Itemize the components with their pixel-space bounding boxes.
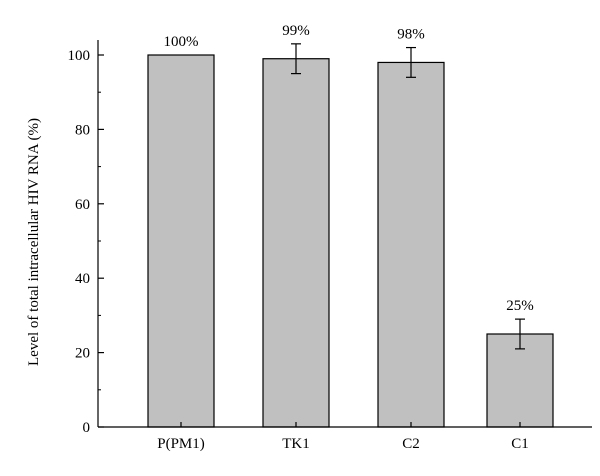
bar-0 <box>147 54 215 428</box>
x-category-label-3: C1 <box>511 436 529 452</box>
bar-2 <box>377 61 445 428</box>
x-category-label-0: P(PM1) <box>157 436 205 452</box>
y-tick-label-5: 100 <box>68 48 91 64</box>
plot-area: 100% 99% 98% 25% 0 20 40 60 80 100 P(PM1) TK1 C2 C1 <box>68 23 592 452</box>
y-axis-title: Level of total intracellular HIV RNA (%) <box>26 118 42 366</box>
data-label-0: 100% <box>164 34 199 50</box>
data-label-2: 98% <box>397 27 425 43</box>
x-category-label-1: TK1 <box>282 436 310 452</box>
bar-3 <box>486 333 554 428</box>
data-label-3: 25% <box>506 298 534 314</box>
bar-1 <box>262 58 330 428</box>
data-label-1: 99% <box>282 23 310 39</box>
y-tick-label-4: 80 <box>75 122 90 138</box>
y-tick-label-0: 0 <box>83 420 91 436</box>
y-tick-label-1: 20 <box>75 346 90 362</box>
y-tick-label-2: 40 <box>75 271 90 287</box>
y-tick-label-3: 60 <box>75 197 90 213</box>
x-category-label-2: C2 <box>402 436 420 452</box>
